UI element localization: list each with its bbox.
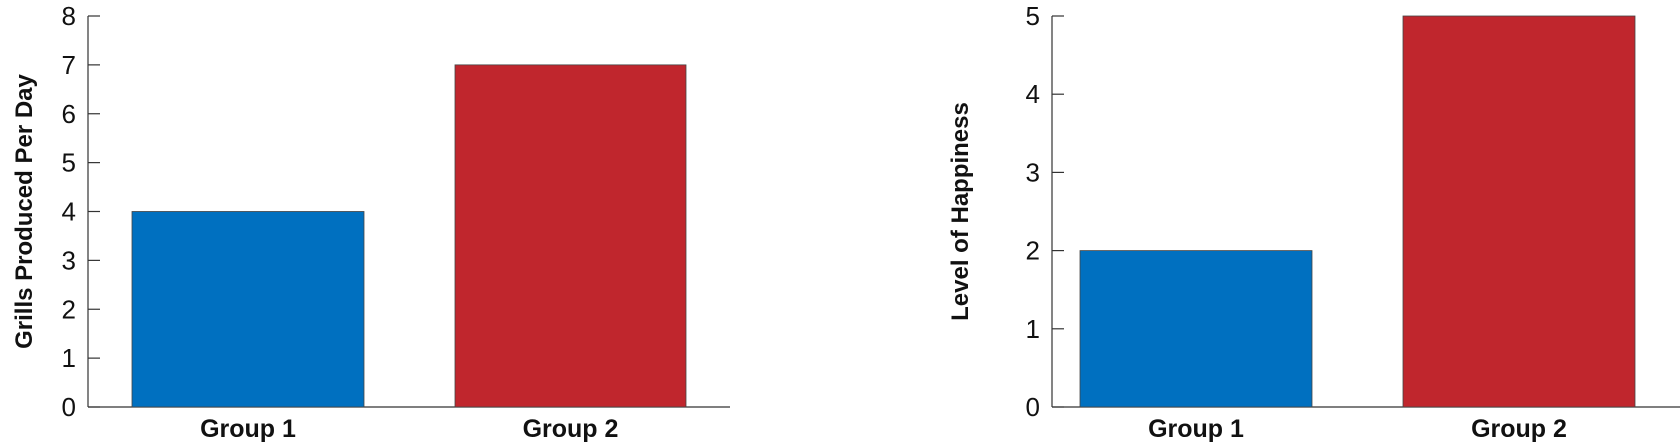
grills-category-label: Group 2 xyxy=(523,415,619,443)
grills-y-tick-label: 2 xyxy=(62,294,76,324)
grills-category-label: Group 1 xyxy=(200,415,296,443)
grills-y-tick-label: 0 xyxy=(62,392,76,422)
happiness-y-axis-title: Level of Happiness xyxy=(947,102,974,321)
grills-y-tick-label: 4 xyxy=(62,197,76,227)
happiness-y-tick-label: 0 xyxy=(1026,392,1040,422)
grills-y-tick-label: 7 xyxy=(62,50,76,80)
happiness-y-tick-label: 2 xyxy=(1026,236,1040,266)
grills-y-axis-title: Grills Produced Per Day xyxy=(11,73,38,348)
happiness-category-label: Group 2 xyxy=(1471,415,1567,443)
grills-y-tick-label: 6 xyxy=(62,99,76,129)
happiness-category-label: Group 1 xyxy=(1148,415,1244,443)
happiness-y-tick-label: 4 xyxy=(1026,79,1040,109)
happiness-bar-group-1 xyxy=(1079,250,1313,408)
grills-chart: 0 1 2 3 4 5 6 7 8 Group 1 Group 2 Grills Produced P… xyxy=(11,1,730,443)
grills-y-tick-label: 5 xyxy=(62,148,76,178)
grills-y-tick-label: 8 xyxy=(62,1,76,31)
happiness-y-tick-label: 3 xyxy=(1026,157,1040,187)
happiness-y-tick-label: 1 xyxy=(1026,314,1040,344)
grills-bar-group-2 xyxy=(454,64,687,408)
happiness-bar-group-2 xyxy=(1402,15,1636,408)
happiness-y-tick-label: 5 xyxy=(1026,1,1040,31)
grills-y-tick-label: 1 xyxy=(62,343,76,373)
grills-y-tick-label: 3 xyxy=(62,245,76,275)
happiness-chart: 0 1 2 3 4 5 Group 1 Group 2 Level of Happiness xyxy=(947,1,1680,443)
grills-bar-group-1 xyxy=(131,211,365,408)
